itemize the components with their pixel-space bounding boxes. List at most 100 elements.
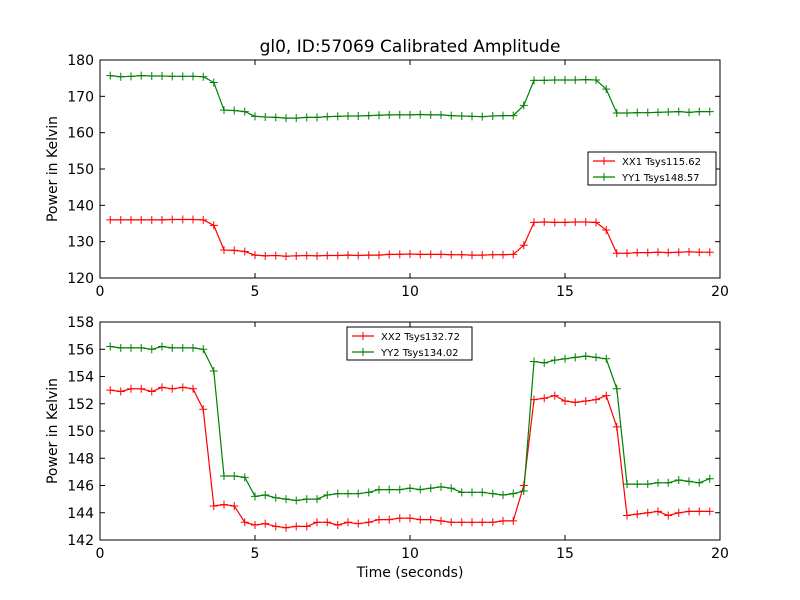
data-point-marker xyxy=(468,251,476,260)
y-tick-label: 160 xyxy=(67,126,94,142)
y-tick-label: 120 xyxy=(67,271,94,287)
data-point-marker xyxy=(178,383,187,392)
data-point-marker xyxy=(261,491,270,500)
data-point-marker xyxy=(550,391,559,400)
data-point-marker xyxy=(695,507,704,516)
data-point-marker xyxy=(530,218,538,227)
data-point-marker xyxy=(313,518,321,527)
data-point-marker xyxy=(643,248,652,257)
data-point-marker xyxy=(158,71,166,80)
data-point-marker xyxy=(571,398,580,407)
data-point-marker xyxy=(571,353,580,362)
y-tick-label: 170 xyxy=(67,89,94,105)
data-point-marker xyxy=(571,75,580,84)
data-point-marker xyxy=(581,218,590,227)
data-point-marker xyxy=(199,72,208,81)
data-point-marker xyxy=(416,485,425,494)
data-point-marker xyxy=(344,489,352,498)
data-point-marker xyxy=(158,383,166,392)
data-point-marker xyxy=(199,215,208,224)
data-point-marker xyxy=(695,248,704,257)
x-tick-label: 10 xyxy=(401,284,419,300)
data-point-marker xyxy=(168,343,177,352)
data-point-marker xyxy=(354,111,363,120)
data-point-marker xyxy=(385,515,394,524)
data-point-marker xyxy=(189,72,197,81)
data-point-marker xyxy=(592,218,600,227)
data-point-marker xyxy=(354,489,363,498)
data-point-marker xyxy=(612,384,621,393)
data-point-marker xyxy=(437,516,445,525)
data-point-marker xyxy=(643,480,652,489)
data-point-marker xyxy=(395,110,404,119)
data-point-marker xyxy=(499,516,507,525)
data-point-marker xyxy=(344,111,352,120)
data-point-marker xyxy=(674,107,683,116)
data-point-marker xyxy=(106,386,115,395)
data-point-marker xyxy=(385,110,394,119)
data-point-marker xyxy=(685,477,693,486)
data-point-marker xyxy=(158,342,166,351)
data-point-marker xyxy=(220,500,228,509)
data-point-marker xyxy=(147,71,156,80)
data-point-marker xyxy=(364,518,373,527)
data-point-marker xyxy=(633,248,642,257)
legend-box xyxy=(346,326,473,361)
data-point-marker xyxy=(581,352,590,361)
data-point-marker xyxy=(127,72,135,81)
data-point-marker xyxy=(344,251,352,260)
data-point-marker xyxy=(426,484,435,493)
data-point-marker xyxy=(323,491,332,500)
data-point-marker xyxy=(137,384,146,393)
data-point-marker xyxy=(509,489,518,498)
data-point-marker xyxy=(230,246,239,255)
data-point-marker xyxy=(478,251,487,260)
data-point-marker xyxy=(664,248,673,257)
data-point-marker xyxy=(478,112,487,121)
data-point-marker xyxy=(292,496,301,505)
data-point-marker xyxy=(488,489,497,498)
data-point-marker xyxy=(509,250,518,259)
data-point-marker xyxy=(127,215,135,224)
data-point-marker xyxy=(550,75,559,84)
data-point-marker xyxy=(127,343,135,352)
data-point-marker xyxy=(323,518,332,527)
data-point-marker xyxy=(271,522,280,531)
y-axis-label: Power in Kelvin xyxy=(45,116,61,222)
data-point-marker xyxy=(116,72,125,81)
data-point-marker xyxy=(623,109,631,118)
data-point-marker xyxy=(261,251,270,260)
data-point-marker xyxy=(623,480,631,489)
data-point-marker xyxy=(240,518,249,527)
data-point-marker xyxy=(333,112,342,121)
plot-panel-2: 0 5 10 15 20 142 144 146 148 150 152 154 156 158 Time … xyxy=(45,315,729,581)
data-point-marker xyxy=(581,75,590,84)
data-point-marker xyxy=(540,358,549,367)
data-point-marker xyxy=(664,107,673,116)
data-point-marker xyxy=(457,250,466,259)
data-point-marker xyxy=(437,110,445,119)
data-point-marker xyxy=(137,71,146,80)
data-point-marker xyxy=(499,250,507,259)
y-tick-label: 154 xyxy=(67,370,94,386)
x-tick-label: 0 xyxy=(96,284,105,300)
data-point-marker xyxy=(654,248,662,257)
data-point-marker xyxy=(251,521,259,530)
legend: XX2 Tsys132.72 YY2 Tsys134.02 xyxy=(346,326,473,361)
legend-entry-label: XX1 Tsys115.62 xyxy=(622,157,701,168)
data-point-marker xyxy=(488,111,497,120)
data-point-marker xyxy=(385,485,394,494)
data-point-marker xyxy=(333,521,342,530)
data-point-marker xyxy=(468,518,476,527)
data-point-marker xyxy=(137,343,146,352)
legend-entry-label: XX2 Tsys132.72 xyxy=(381,332,460,343)
data-point-marker xyxy=(643,108,652,117)
data-point-marker xyxy=(292,522,301,531)
x-tick-label: 0 xyxy=(96,546,105,562)
x-tick-label: 10 xyxy=(401,546,419,562)
data-point-marker xyxy=(292,114,301,123)
data-point-marker xyxy=(406,514,414,523)
data-point-marker xyxy=(240,247,249,256)
data-point-marker xyxy=(612,249,621,258)
data-point-marker xyxy=(519,101,528,110)
